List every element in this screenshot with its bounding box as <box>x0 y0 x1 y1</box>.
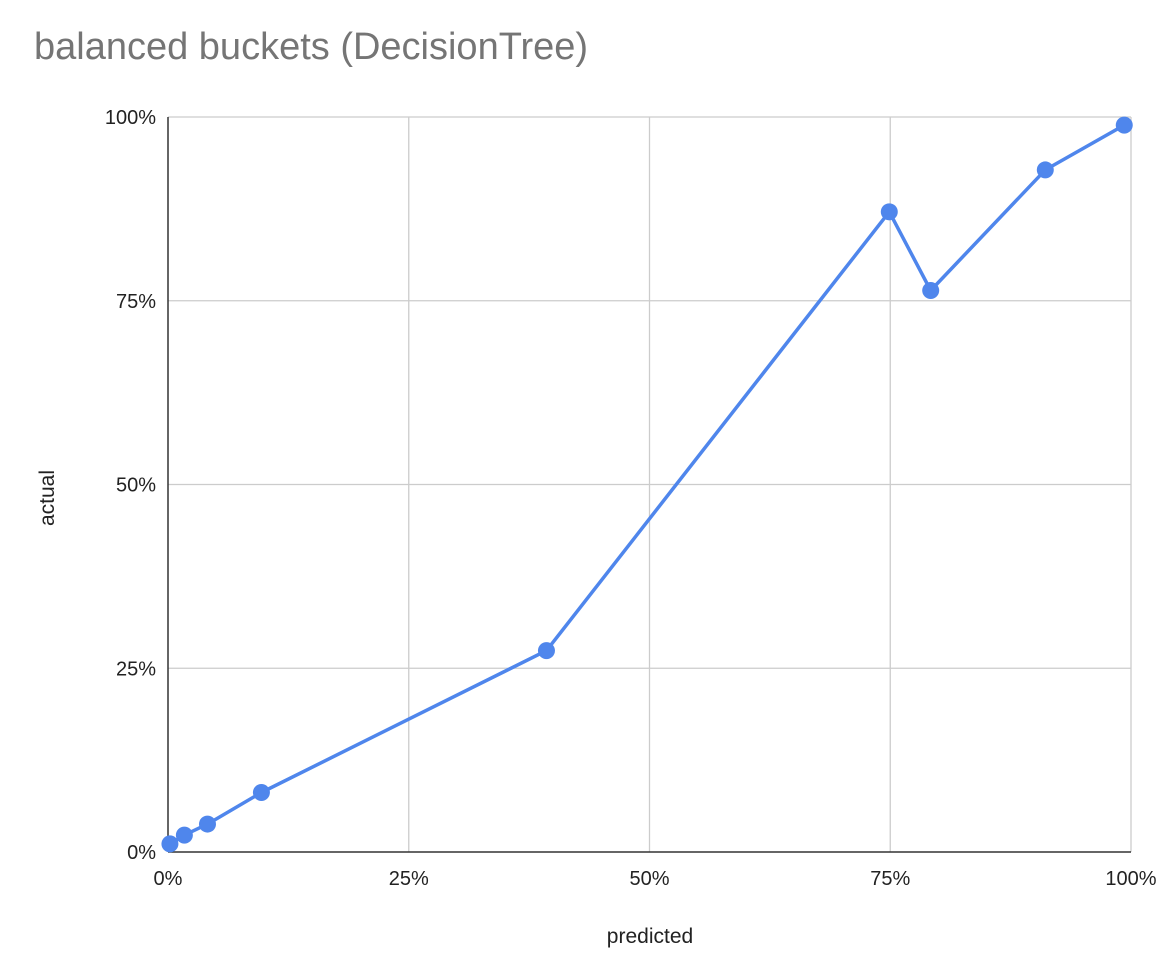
data-point <box>1036 161 1054 179</box>
y-tick-label: 75% <box>116 291 156 313</box>
x-tick-label: 25% <box>389 868 429 890</box>
y-tick-label: 50% <box>116 475 156 497</box>
y-axis-title: actual <box>36 470 59 526</box>
x-tick-label: 0% <box>154 868 183 890</box>
x-tick-label: 50% <box>629 868 669 890</box>
series-layer <box>161 116 1133 853</box>
y-tick-label: 0% <box>127 842 156 864</box>
data-point <box>161 835 179 853</box>
data-point <box>880 203 898 221</box>
data-point <box>922 281 940 299</box>
y-tick-labels: 0% 25% 50% 75% 100% <box>105 107 156 864</box>
x-tick-label: 75% <box>870 868 910 890</box>
data-point <box>175 826 193 844</box>
data-point <box>252 783 270 801</box>
grid-lines <box>168 116 1132 852</box>
y-tick-label: 25% <box>116 658 156 680</box>
data-point <box>537 642 555 660</box>
axes <box>167 117 1131 853</box>
x-axis-title: predicted <box>607 925 693 948</box>
x-tick-labels: 0% 25% 50% 75% 100% <box>154 868 1157 890</box>
chart-title: balanced buckets (DecisionTree) <box>34 26 589 68</box>
x-tick-label: 100% <box>1105 868 1156 890</box>
y-tick-label: 100% <box>105 107 156 129</box>
data-point <box>198 815 216 833</box>
data-point <box>1115 116 1133 134</box>
